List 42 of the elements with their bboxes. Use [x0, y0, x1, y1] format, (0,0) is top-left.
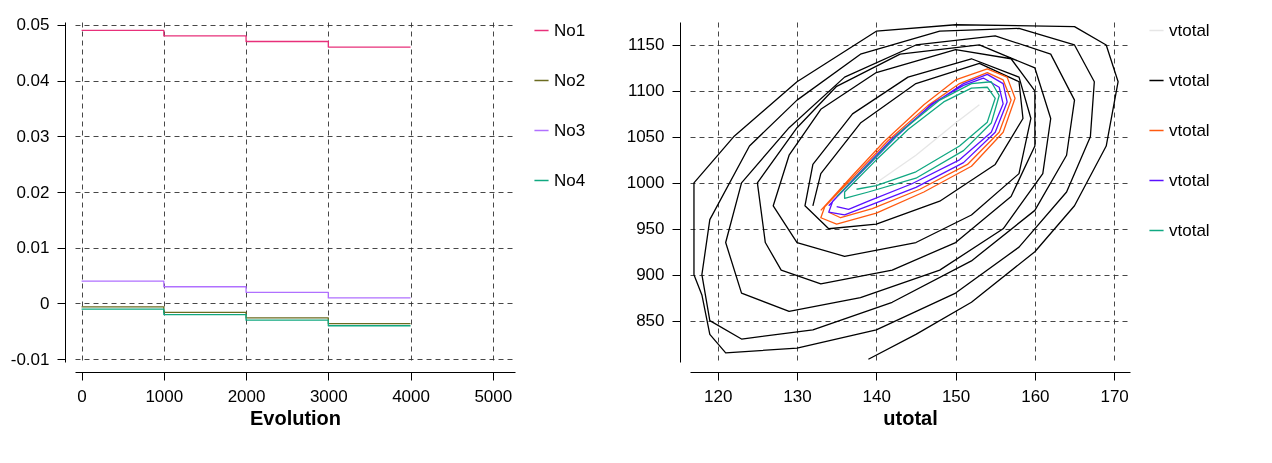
legend-label: vtotal	[1169, 20, 1210, 40]
y-tick-label: 0.04	[16, 71, 50, 91]
line-series	[693, 24, 1119, 360]
line-series	[820, 68, 1016, 225]
y-tick-label: 0.02	[16, 182, 50, 202]
x-tick-label: 2000	[227, 386, 266, 406]
line-series	[836, 81, 1000, 200]
x-tick-label: 3000	[309, 386, 348, 406]
x-tick-label: 1000	[145, 386, 184, 406]
x-tick-label: 160	[1021, 386, 1050, 406]
legend-label: No3	[554, 120, 586, 140]
y-tick-label: 1100	[627, 81, 665, 101]
y-tick-label: 0.01	[16, 238, 50, 258]
x-tick-label: 150	[941, 386, 971, 406]
x-axis-title: Evolution	[249, 406, 342, 429]
legend-label: vtotal	[1169, 170, 1210, 190]
legend-label: vtotal	[1169, 220, 1210, 240]
x-tick-label: 130	[783, 386, 812, 406]
legend-label: No1	[554, 20, 586, 40]
y-tick-label: 0.03	[16, 126, 50, 146]
legend-label: vtotal	[1169, 70, 1210, 90]
x-tick-label: 170	[1100, 386, 1129, 406]
x-tick-label: 4000	[392, 386, 430, 406]
y-tick-label: 0	[40, 293, 50, 313]
x-axis-title: utotal	[883, 406, 938, 429]
y-tick-label: 1050	[626, 127, 665, 147]
legend-label: No2	[554, 70, 586, 90]
y-tick-label: 850	[636, 311, 665, 331]
y-tick-label: 950	[636, 219, 665, 239]
x-tick-label: 5000	[474, 386, 513, 406]
y-tick-label: -0.01	[10, 349, 50, 369]
x-tick-label: 120	[704, 386, 733, 406]
y-tick-label: 1150	[627, 35, 665, 55]
legend-label: vtotal	[1169, 120, 1210, 140]
line-series	[828, 73, 1008, 216]
legend-label: No4	[554, 170, 586, 190]
line-series	[875, 104, 981, 184]
y-tick-label: 1000	[626, 173, 665, 193]
y-tick-label: 0.05	[16, 15, 50, 35]
x-tick-label: 0	[77, 386, 87, 406]
y-tick-label: 900	[636, 265, 665, 285]
x-tick-label: 140	[862, 386, 891, 406]
